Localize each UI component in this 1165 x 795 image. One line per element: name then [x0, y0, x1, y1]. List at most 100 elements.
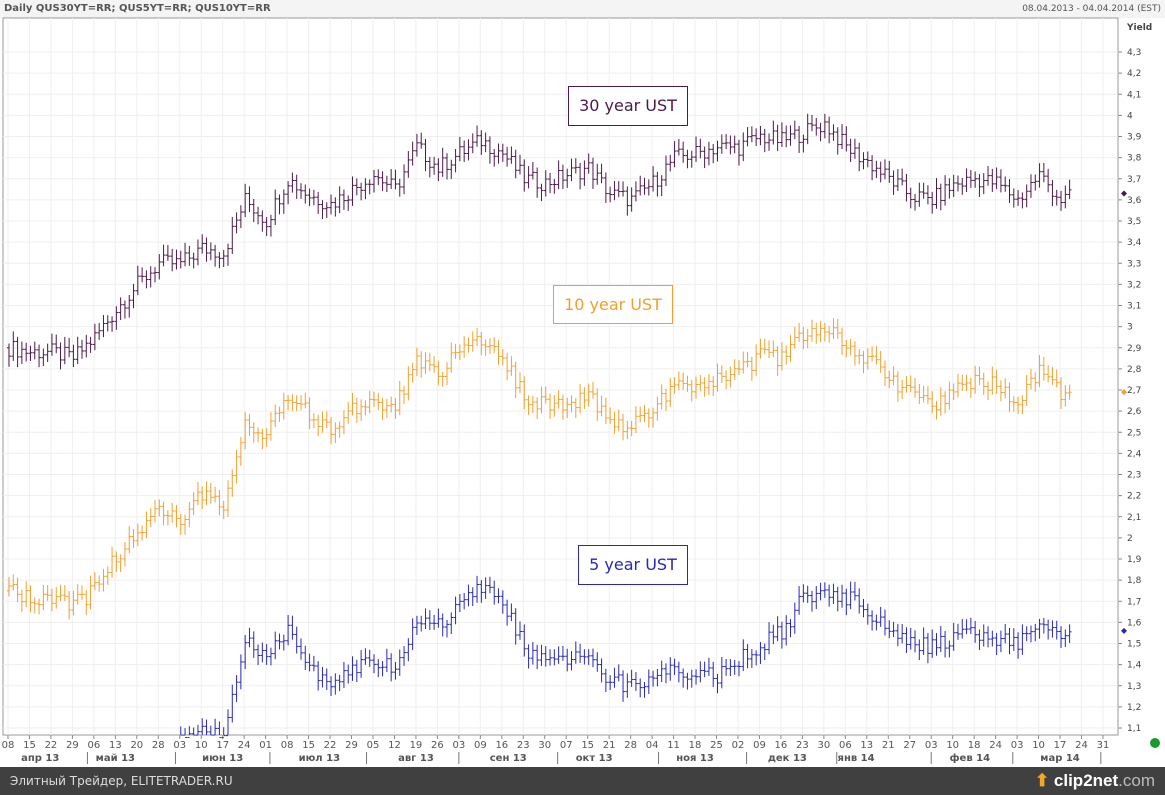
ohlc-bar — [329, 194, 334, 215]
x-tick-label: 18 — [689, 740, 702, 751]
ohlc-bar — [457, 344, 462, 360]
ohlc-bar — [857, 349, 862, 365]
ohlc-bar — [234, 212, 239, 234]
ohlc-bar — [15, 336, 20, 368]
x-tick-label: 28 — [152, 740, 165, 751]
ohlc-bar — [346, 402, 351, 424]
ohlc-bar — [316, 414, 321, 437]
ohlc-bar — [354, 659, 359, 683]
ohlc-bar — [234, 450, 239, 484]
ohlc-bar — [225, 243, 230, 266]
ohlc-bar — [24, 342, 29, 362]
ohlc-bar — [114, 306, 119, 330]
y-tick-label: 3,4 — [1127, 238, 1142, 248]
ohlc-bar — [955, 373, 960, 398]
ohlc-bar — [337, 674, 342, 692]
ohlc-bar — [685, 672, 690, 690]
x-tick-label: 24 — [238, 740, 251, 751]
ohlc-bar — [37, 344, 42, 368]
month-label: дек 13 — [768, 753, 807, 764]
ohlc-bar — [762, 128, 767, 153]
ohlc-bar — [913, 193, 918, 211]
ohlc-bar — [247, 186, 252, 213]
ohlc-bar — [685, 375, 690, 392]
ohlc-bar — [977, 629, 982, 650]
ohlc-bar — [719, 365, 724, 384]
ohlc-bar — [410, 618, 415, 651]
x-tick-label: 08 — [2, 740, 15, 751]
ohlc-bar — [402, 385, 407, 405]
ohlc-bar — [256, 427, 261, 443]
ohlc-bar — [749, 126, 754, 143]
ohlc-bar — [1024, 184, 1029, 208]
ohlc-bar — [470, 331, 475, 352]
ohlc-bar — [350, 176, 355, 206]
x-tick-label: 25 — [710, 740, 723, 751]
ohlc-bar — [359, 182, 364, 201]
ohlc-bar — [599, 163, 604, 184]
ohlc-bar — [483, 132, 488, 153]
ohlc-bar — [311, 189, 316, 206]
ohlc-bar — [964, 168, 969, 192]
ohlc-bar — [380, 661, 385, 677]
ohlc-bar — [110, 546, 115, 578]
ohlc-bar — [556, 160, 561, 190]
ohlc-bar — [140, 525, 145, 541]
ohlc-bar — [522, 159, 527, 192]
ohlc-bar — [371, 654, 376, 674]
ohlc-bar — [616, 664, 621, 682]
x-tick-label: 28 — [624, 740, 637, 751]
y-tick-label: 3,8 — [1127, 154, 1142, 164]
ohlc-bar — [900, 624, 905, 644]
ohlc-bar — [548, 393, 553, 419]
month-label: сен 13 — [490, 753, 527, 764]
ohlc-bar — [1003, 176, 1008, 192]
ohlc-bar — [67, 338, 72, 358]
ohlc-bar — [539, 183, 544, 202]
ohlc-bar — [307, 188, 312, 207]
ohlc-bar — [324, 202, 329, 219]
ohlc-bar — [32, 597, 37, 614]
ohlc-bar — [45, 584, 50, 601]
ohlc-bar — [505, 352, 510, 381]
x-tick-label: 01 — [259, 740, 272, 751]
ohlc-bar — [273, 189, 278, 226]
x-tick-label: 15 — [581, 740, 594, 751]
ohlc-bar — [251, 198, 256, 223]
ohlc-bar — [406, 151, 411, 178]
ohlc-bar — [268, 412, 273, 441]
ohlc-bar — [917, 383, 922, 405]
ohlc-bar — [891, 366, 896, 386]
month-label: май 13 — [96, 753, 135, 764]
y-tick-label: 1,1 — [1127, 724, 1141, 734]
ohlc-bar — [681, 668, 686, 688]
ohlc-bar — [462, 336, 467, 358]
ohlc-bar — [118, 554, 123, 573]
ohlc-bar — [994, 369, 999, 394]
ohlc-bar — [878, 606, 883, 627]
ohlc-bar — [238, 654, 243, 690]
ohlc-bar — [24, 581, 29, 608]
ohlc-bar — [801, 327, 806, 350]
month-label: июн 13 — [202, 753, 243, 764]
y-tick-label: 3,1 — [1127, 302, 1141, 312]
ohlc-bar — [230, 216, 235, 255]
ohlc-bar — [354, 178, 359, 196]
ohlc-bar — [973, 365, 978, 394]
ohlc-bar — [49, 333, 54, 356]
ohlc-bar — [573, 398, 578, 419]
chart-title: Daily QUS30YT=RR; QUS5YT=RR; QUS10YT=RR — [4, 3, 271, 14]
ohlc-bar — [1003, 624, 1008, 644]
ohlc-bar — [616, 181, 621, 198]
footer-text: Элитный Трейдер, ELITETRADER.RU — [10, 774, 233, 788]
ohlc-bar — [552, 394, 557, 417]
x-tick-label: 15 — [302, 740, 315, 751]
ohlc-bar — [612, 667, 617, 688]
ohlc-bar — [174, 505, 179, 528]
ohlc-bar — [844, 126, 849, 152]
ohlc-bar — [685, 149, 690, 169]
ohlc-bar — [406, 366, 411, 401]
ohlc-bar — [887, 370, 892, 389]
ohlc-bar — [213, 486, 218, 503]
ohlc-bar — [603, 172, 608, 203]
